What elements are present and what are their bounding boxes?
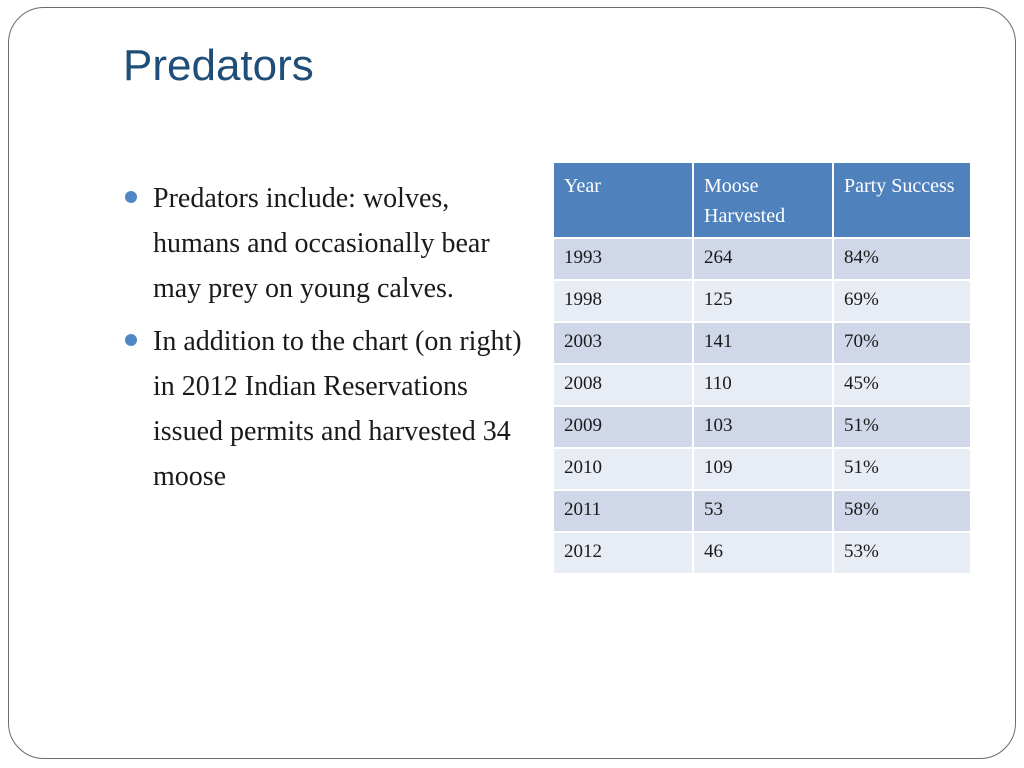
cell-party-success: 53% xyxy=(834,533,970,573)
table-row: 1993 264 84% xyxy=(554,239,970,279)
bullet-list: Predators include: wolves, humans and oc… xyxy=(125,176,525,507)
cell-moose-harvested: 264 xyxy=(694,239,832,279)
moose-harvest-table: Year Moose Harvested Party Success 1993 … xyxy=(552,161,972,575)
table-row: 2010 109 51% xyxy=(554,449,970,489)
cell-party-success: 51% xyxy=(834,407,970,447)
table-row: 2012 46 53% xyxy=(554,533,970,573)
cell-moose-harvested: 46 xyxy=(694,533,832,573)
cell-moose-harvested: 125 xyxy=(694,281,832,321)
column-header-moose-harvested-label: Moose Harvested xyxy=(704,175,786,227)
bullet-item: Predators include: wolves, humans and oc… xyxy=(125,176,525,311)
bullet-item: In addition to the chart (on right) in 2… xyxy=(125,319,525,499)
cell-moose-harvested: 103 xyxy=(694,407,832,447)
cell-year: 1993 xyxy=(554,239,692,279)
table-row: 2008 110 45% xyxy=(554,365,970,405)
cell-party-success: 51% xyxy=(834,449,970,489)
table-row: 2003 141 70% xyxy=(554,323,970,363)
column-header-party-success: Party Success xyxy=(834,163,970,237)
cell-year: 2003 xyxy=(554,323,692,363)
cell-moose-harvested: 141 xyxy=(694,323,832,363)
table-row: 2009 103 51% xyxy=(554,407,970,447)
cell-party-success: 58% xyxy=(834,491,970,531)
slide-title: Predators xyxy=(123,41,314,90)
bullet-text: Predators include: wolves, humans and oc… xyxy=(153,183,490,304)
cell-party-success: 70% xyxy=(834,323,970,363)
cell-party-success: 69% xyxy=(834,281,970,321)
column-header-party-success-label: Party Success xyxy=(844,175,955,197)
bullet-text: In addition to the chart (on right) in 2… xyxy=(153,326,522,492)
cell-moose-harvested: 109 xyxy=(694,449,832,489)
table-header-row: Year Moose Harvested Party Success xyxy=(554,163,970,237)
cell-party-success: 84% xyxy=(834,239,970,279)
bullet-dot-icon xyxy=(125,334,137,346)
table-row: 1998 125 69% xyxy=(554,281,970,321)
cell-year: 2009 xyxy=(554,407,692,447)
cell-year: 2011 xyxy=(554,491,692,531)
table-row: 2011 53 58% xyxy=(554,491,970,531)
column-header-moose-harvested: Moose Harvested xyxy=(694,163,832,237)
cell-year: 2008 xyxy=(554,365,692,405)
cell-year: 2012 xyxy=(554,533,692,573)
cell-year: 1998 xyxy=(554,281,692,321)
column-header-year: Year xyxy=(554,163,692,237)
cell-moose-harvested: 110 xyxy=(694,365,832,405)
bullet-dot-icon xyxy=(125,191,137,203)
cell-party-success: 45% xyxy=(834,365,970,405)
cell-year: 2010 xyxy=(554,449,692,489)
cell-moose-harvested: 53 xyxy=(694,491,832,531)
